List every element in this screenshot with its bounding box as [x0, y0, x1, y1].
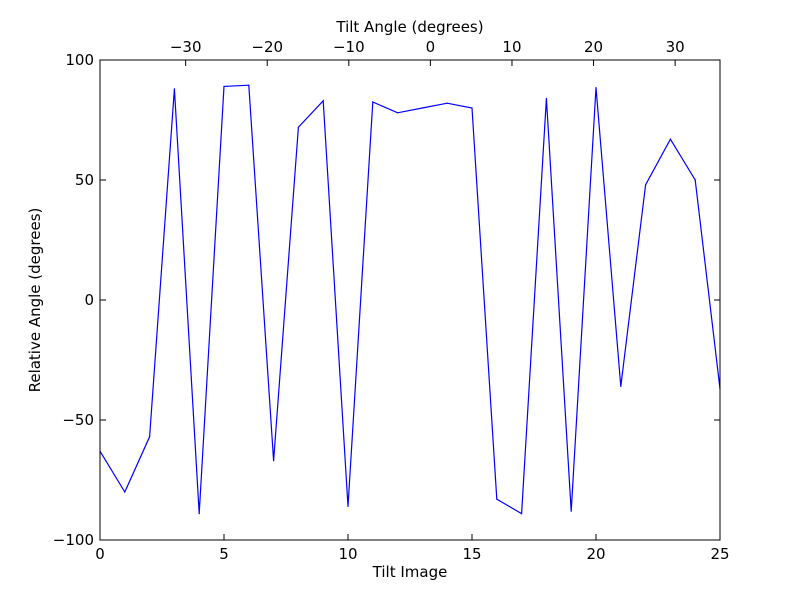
- y-tick-label: 0: [84, 291, 94, 309]
- data-point: [570, 510, 572, 512]
- top-tick-label: 0: [426, 38, 436, 56]
- chart-marks: [99, 84, 721, 515]
- y-axis-label: Relative Angle (degrees): [26, 208, 44, 393]
- y-tick-label: 100: [65, 51, 94, 69]
- data-point: [645, 184, 647, 186]
- y-tick-label: −100: [53, 531, 94, 549]
- data-point: [471, 107, 473, 109]
- data-point: [545, 97, 548, 99]
- data-point: [669, 138, 672, 140]
- data-point: [149, 436, 151, 438]
- data-point: [397, 112, 399, 114]
- data-point: [273, 460, 275, 462]
- top-tick-label: 30: [666, 38, 685, 56]
- data-point: [198, 513, 200, 515]
- data-point: [620, 385, 622, 387]
- data-point: [297, 126, 299, 128]
- data-point: [347, 505, 349, 507]
- data-point: [521, 513, 523, 515]
- top-tick-label: −30: [170, 38, 202, 56]
- top-tick-label: 10: [502, 38, 521, 56]
- top-tick-label: 20: [584, 38, 603, 56]
- data-point: [372, 101, 374, 103]
- data-point: [223, 85, 225, 87]
- data-point: [173, 88, 175, 90]
- series-line: [99, 84, 721, 515]
- x-tick-label: 5: [219, 545, 229, 563]
- data-point: [124, 491, 126, 493]
- x-tick-label: 0: [95, 545, 105, 563]
- x-tick-label: 10: [338, 545, 357, 563]
- top-tick-label: −10: [333, 38, 365, 56]
- x-tick-label: 15: [462, 545, 481, 563]
- x-axis-label: Tilt Image: [372, 563, 448, 581]
- plot-frame: [99, 59, 721, 541]
- x-tick-label: 20: [586, 545, 605, 563]
- data-point: [322, 100, 324, 102]
- data-point: [446, 102, 448, 104]
- top-axis-label: Tilt Angle (degrees): [335, 18, 483, 36]
- data-point: [248, 84, 250, 86]
- x-tick-label: 25: [710, 545, 729, 563]
- data-point: [496, 498, 498, 500]
- data-point: [694, 179, 696, 181]
- data-point: [421, 107, 423, 109]
- top-tick-label: −20: [251, 38, 283, 56]
- y-tick-label: 50: [75, 171, 94, 189]
- data-point: [595, 87, 597, 89]
- y-tick-label: −50: [62, 411, 94, 429]
